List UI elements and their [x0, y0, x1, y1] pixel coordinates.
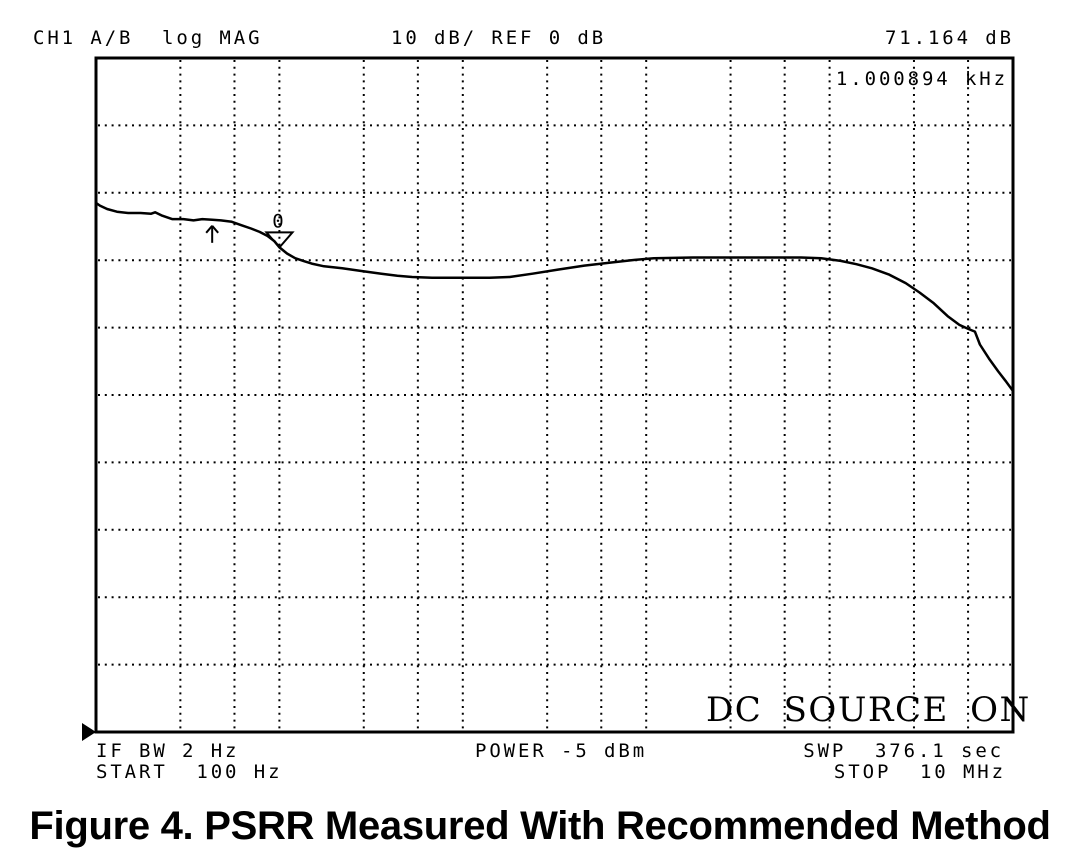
start-frequency-label: START 100 Hz	[96, 761, 283, 783]
marker-triangle-icon	[264, 231, 295, 249]
scale-ref-label: 10 dB/ REF 0 dB	[391, 27, 607, 49]
source-power-label: POWER -5 dBm	[475, 740, 648, 762]
sweep-time-label: SWP 376.1 sec	[803, 740, 1004, 762]
plot-border	[94, 56, 1015, 734]
stop-frequency-label: STOP 10 MHz	[833, 761, 1006, 783]
figure-caption: Figure 4. PSRR Measured With Recommended…	[29, 804, 1051, 848]
trace	[94, 201, 1015, 393]
marker-frequency-readout: 1.000894 kHz	[836, 68, 1008, 90]
plot-area: 1.000894 kHz 0 DC SOURCE ON	[82, 56, 1031, 741]
if-bandwidth-label: IF BW 2 Hz	[96, 740, 240, 762]
psrr-trace	[94, 201, 1015, 393]
channel-trace-label: CH1 A/B log MAG	[33, 27, 263, 49]
grid	[94, 56, 1015, 734]
ref-position-icon	[82, 723, 96, 741]
sub-marker-arrow-icon	[205, 225, 219, 243]
marker-value-readout: 71.164 dB	[884, 27, 1014, 49]
markers	[82, 225, 295, 741]
dc-source-annotation: DC SOURCE ON	[706, 690, 1031, 730]
marker-number-label: 0	[272, 210, 286, 232]
